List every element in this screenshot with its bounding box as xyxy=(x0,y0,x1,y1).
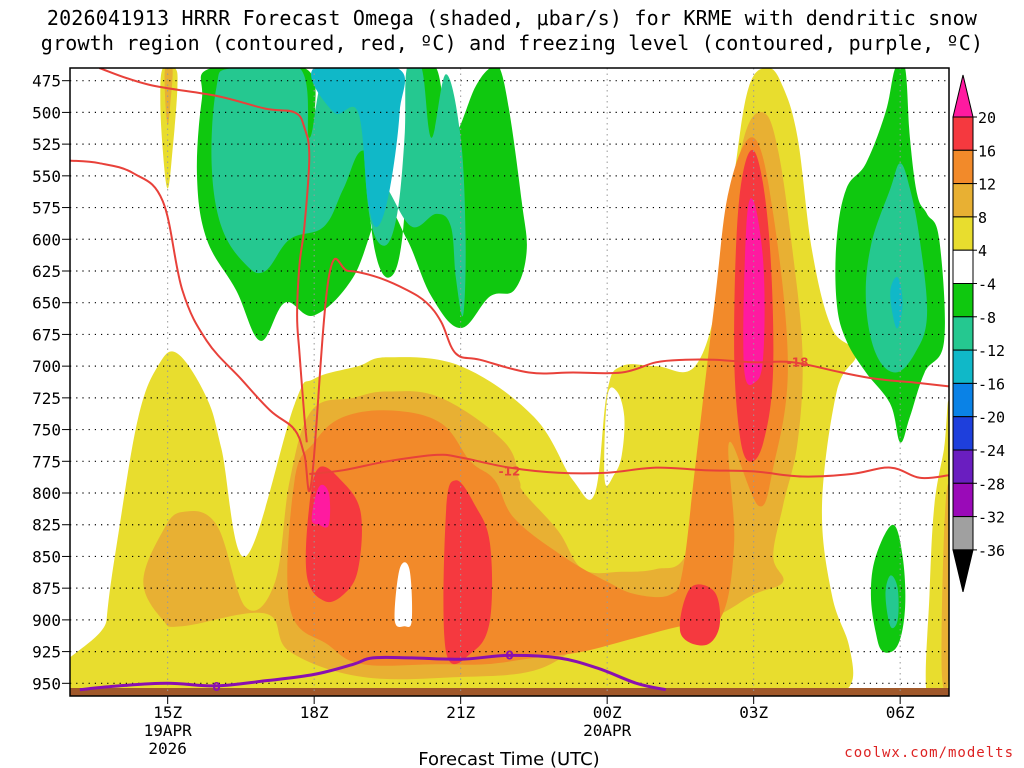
colorbar-label--32: -32 xyxy=(978,509,1005,527)
colorbar-label--12: -12 xyxy=(978,342,1005,360)
colorbar-segment-2 xyxy=(952,149,974,185)
freezing-level-line xyxy=(79,653,667,692)
omega-region-5 xyxy=(70,68,857,696)
chart-title-line-1: 2026041913 HRRR Forecast Omega (shaded, … xyxy=(46,6,978,30)
plot-frame xyxy=(69,67,950,697)
y-tick-775: 775 xyxy=(32,452,61,471)
x-tick-00Z: 00Z xyxy=(593,703,622,722)
omega-region-3 xyxy=(211,68,466,317)
colorbar-segment-5 xyxy=(952,249,974,284)
x-axis-label: Forecast Time (UTC) xyxy=(418,749,599,768)
y-tick-500: 500 xyxy=(32,103,61,122)
colorbar-label--24: -24 xyxy=(978,442,1005,460)
dgz-contour-label: -18 xyxy=(787,355,809,369)
x-tick-15Z: 15Z xyxy=(153,703,182,722)
colorbar-top-arrow xyxy=(952,74,974,118)
colorbar-segment-9 xyxy=(952,382,974,418)
colorbar-bottom-arrow xyxy=(952,549,974,593)
y-tick-625: 625 xyxy=(32,262,61,281)
plot-border xyxy=(69,67,950,697)
colorbar-label-12: 12 xyxy=(978,176,996,194)
colorbar-label--20: -20 xyxy=(978,409,1005,427)
y-tick-475: 475 xyxy=(32,72,61,91)
y-tick-900: 900 xyxy=(32,611,61,630)
omega-region-9 xyxy=(443,480,493,665)
chart-title: 2026041913 HRRR Forecast Omega (shaded, … xyxy=(0,6,1024,56)
colorbar-label--28: -28 xyxy=(978,475,1005,493)
y-tick-675: 675 xyxy=(32,325,61,344)
colorbar-segment-13 xyxy=(952,516,974,551)
ground-surface xyxy=(70,688,949,696)
x-tick-sublabel: 19APR xyxy=(144,721,193,740)
dgz-contour-2 xyxy=(98,68,311,443)
dendritic-growth-contours: -18 -12 xyxy=(70,68,949,492)
x-tick-18Z: 18Z xyxy=(300,703,329,722)
y-tick-600: 600 xyxy=(32,230,61,249)
colorbar-segment-7 xyxy=(952,316,974,351)
x-tick-sublabel: 20APR xyxy=(583,721,632,740)
y-tick-725: 725 xyxy=(32,389,61,408)
freezing-level-label: 0 xyxy=(505,648,513,662)
y-tick-950: 950 xyxy=(32,674,61,693)
y-tick-700: 700 xyxy=(32,357,61,376)
colorbar-segment-10 xyxy=(952,416,974,451)
omega-colorbar: 20 16 12 8 4 -4 -8 -12 -16 -20 -24 -28 -32 -36 xyxy=(952,74,1005,593)
x-tick-03Z: 03Z xyxy=(739,703,768,722)
colorbar-label--8: -8 xyxy=(978,309,996,327)
colorbar-segment-12 xyxy=(952,482,974,518)
y-tick-800: 800 xyxy=(32,484,61,503)
colorbar-segment-6 xyxy=(952,283,974,318)
omega-region-12 xyxy=(743,198,765,386)
omega-region-14 xyxy=(394,562,413,627)
omega-region-4 xyxy=(311,68,406,228)
omega-region-18 xyxy=(890,276,903,329)
y-tick-525: 525 xyxy=(32,135,61,154)
omega-region-7 xyxy=(287,137,788,666)
omega-region-10 xyxy=(679,584,721,646)
colorbar-label-4: 4 xyxy=(978,242,987,260)
dgz-contour-0 xyxy=(70,159,949,492)
colorbar-label-8: 8 xyxy=(978,209,987,227)
y-tick-575: 575 xyxy=(32,199,61,218)
colorbar-label--4: -4 xyxy=(978,276,996,294)
colorbar-segment-3 xyxy=(952,183,974,218)
omega-region-0 xyxy=(160,68,178,189)
x-tick-06Z: 06Z xyxy=(886,703,915,722)
dgz-contour-1 xyxy=(309,453,949,480)
y-tick-825: 825 xyxy=(32,516,61,535)
y-tick-925: 925 xyxy=(32,643,61,662)
omega-shading xyxy=(70,68,949,696)
omega-region-13 xyxy=(311,484,331,528)
x-tick-21Z: 21Z xyxy=(446,703,475,722)
colorbar-label--16: -16 xyxy=(978,375,1005,393)
x-tick-sublabel: 2026 xyxy=(148,739,187,758)
dgz-contour-label: -12 xyxy=(499,464,521,478)
freezing-level-contour: 00 xyxy=(79,648,667,694)
credit-link[interactable]: coolwx.com/modelts xyxy=(844,745,1014,761)
chart-title-line-2: growth region (contoured, red, ºC) and f… xyxy=(40,31,984,55)
omega-region-17 xyxy=(865,163,928,373)
omega-region-15 xyxy=(604,387,625,486)
pressure-axis: 475 500 525 550 575 600 625 650 675 700 725 750 775 8… xyxy=(32,72,70,693)
gridlines xyxy=(70,68,949,696)
colorbar-segment-1 xyxy=(952,116,974,151)
ground-strip xyxy=(70,688,949,696)
omega-region-1 xyxy=(164,68,173,126)
freezing-level-label: 0 xyxy=(212,680,220,694)
colorbar-label-16: 16 xyxy=(978,142,996,160)
y-tick-550: 550 xyxy=(32,167,61,186)
y-tick-850: 850 xyxy=(32,547,61,566)
colorbar-segment-11 xyxy=(952,449,974,484)
colorbar-segment-8 xyxy=(952,349,974,384)
y-tick-875: 875 xyxy=(32,579,61,598)
colorbar-label--36: -36 xyxy=(978,542,1005,560)
y-tick-650: 650 xyxy=(32,294,61,313)
colorbar-label-20: 20 xyxy=(978,109,996,127)
y-tick-750: 750 xyxy=(32,421,61,440)
colorbar-segment-4 xyxy=(952,216,974,251)
